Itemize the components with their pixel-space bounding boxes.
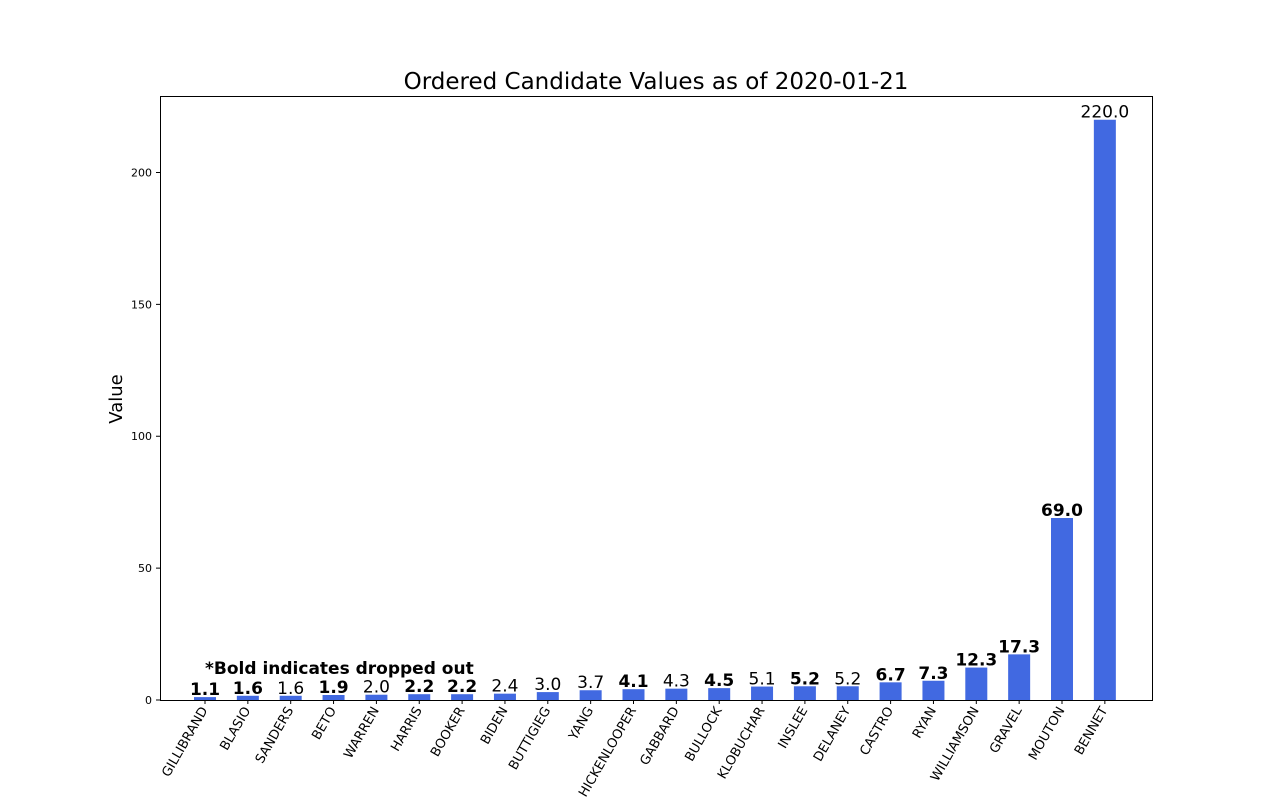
x-tick-label: BUTTIGIEG xyxy=(506,705,554,773)
data-label: 1.1 xyxy=(190,680,220,700)
data-label: 2.2 xyxy=(404,677,434,697)
y-tick-label: 100 xyxy=(131,430,152,443)
bar xyxy=(1008,654,1031,700)
x-tick-label: BETO xyxy=(309,705,340,743)
chart-title: Ordered Candidate Values as of 2020-01-2… xyxy=(404,69,909,95)
bar xyxy=(1093,119,1116,701)
x-tick-label: DELANEY xyxy=(811,704,854,764)
data-label: 2.4 xyxy=(491,677,518,697)
x-tick-label: MOUTON xyxy=(1026,705,1068,763)
x-tick-label: HARRIS xyxy=(388,705,425,755)
data-label: 4.1 xyxy=(618,672,648,692)
bar xyxy=(622,689,645,700)
bar xyxy=(236,695,259,700)
x-tick-label: YANG xyxy=(566,705,597,744)
y-tick-label: 150 xyxy=(131,298,152,311)
data-label: 4.3 xyxy=(663,672,690,692)
data-label: 2.2 xyxy=(447,677,477,697)
bar xyxy=(279,695,302,700)
data-label: 3.0 xyxy=(534,675,561,695)
data-label: 2.0 xyxy=(363,678,390,698)
x-tick-label: BIDEN xyxy=(478,705,511,748)
bar xyxy=(408,694,431,700)
x-tick-label: INSLEE xyxy=(776,705,812,752)
data-label: 220.0 xyxy=(1081,103,1130,123)
bar xyxy=(536,692,559,700)
x-tick-label: BENNET xyxy=(1072,704,1111,757)
x-tick-label: GILLIBRAND xyxy=(159,705,211,780)
x-tick-label: GABBARD xyxy=(637,705,682,769)
bar xyxy=(194,697,216,700)
x-tick-label: SANDERS xyxy=(253,705,297,767)
data-label: 7.3 xyxy=(918,664,948,684)
data-labels: 1.1 1.6 1.6 1.9 2.0 2.2 2.2 2.4 3.0 3.7 4.1 4.3 4.5 5… xyxy=(190,103,1129,700)
bar xyxy=(793,686,816,700)
x-tick-label: GRAVEL xyxy=(987,704,1026,756)
bar xyxy=(322,694,345,700)
bar xyxy=(1051,518,1073,700)
x-tick-label: CASTRO xyxy=(857,705,897,759)
bar xyxy=(922,680,945,700)
data-label: 12.3 xyxy=(955,651,997,671)
bar xyxy=(665,688,688,700)
data-label: 1.6 xyxy=(277,679,304,699)
x-tick-label: RYAN xyxy=(910,705,940,742)
y-axis-label: Value xyxy=(106,374,127,423)
bar xyxy=(879,682,902,700)
bar xyxy=(965,667,988,700)
x-tick-label: BLASIO xyxy=(217,705,254,754)
bars-group xyxy=(194,119,1116,701)
x-tick-label: BULLOCK xyxy=(683,704,726,764)
y-tick-label: 0 xyxy=(145,694,152,707)
data-label: 3.7 xyxy=(577,673,604,693)
data-label: 1.6 xyxy=(233,679,263,699)
y-axis-ticks: 0 50 100 150 200 xyxy=(131,166,160,707)
bar xyxy=(708,688,731,700)
bar xyxy=(493,693,516,700)
x-tick-label: BOOKER xyxy=(428,705,468,760)
data-label: 17.3 xyxy=(998,637,1040,657)
plot-frame xyxy=(160,96,1153,701)
data-label: 6.7 xyxy=(876,665,906,685)
bar xyxy=(451,694,474,700)
bar xyxy=(751,686,774,700)
x-tick-label: WARREN xyxy=(341,705,383,762)
bar xyxy=(579,690,602,700)
data-label: 69.0 xyxy=(1041,501,1083,521)
data-label: 5.2 xyxy=(790,669,820,689)
bar xyxy=(365,694,388,700)
data-label: 4.5 xyxy=(704,671,734,691)
data-label: 1.9 xyxy=(318,678,348,698)
bar xyxy=(836,686,859,700)
data-label: 5.1 xyxy=(749,670,776,690)
y-tick-label: 50 xyxy=(138,562,152,575)
dropped-out-note: *Bold indicates dropped out xyxy=(205,659,474,679)
data-label: 5.2 xyxy=(834,669,861,689)
y-tick-label: 200 xyxy=(131,166,152,179)
